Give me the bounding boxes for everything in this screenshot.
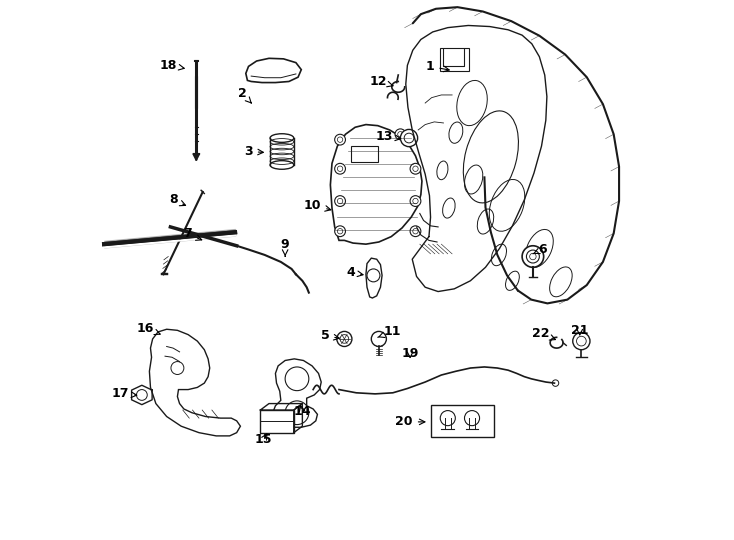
Text: 10: 10 xyxy=(304,199,331,212)
Bar xyxy=(351,146,378,163)
Text: 21: 21 xyxy=(571,324,589,337)
Text: 8: 8 xyxy=(169,193,186,206)
Text: 6: 6 xyxy=(533,243,547,256)
Text: 11: 11 xyxy=(378,326,401,339)
Circle shape xyxy=(410,164,421,174)
Bar xyxy=(261,410,294,433)
Bar xyxy=(195,76,197,109)
Ellipse shape xyxy=(270,161,294,169)
Text: 1: 1 xyxy=(426,60,449,73)
Circle shape xyxy=(410,226,421,237)
Text: 20: 20 xyxy=(396,415,425,428)
Text: 5: 5 xyxy=(321,329,339,342)
Circle shape xyxy=(371,332,386,347)
Circle shape xyxy=(395,129,406,140)
Bar xyxy=(431,404,494,437)
Circle shape xyxy=(337,332,352,347)
Circle shape xyxy=(522,246,544,267)
Text: 7: 7 xyxy=(184,227,202,240)
Bar xyxy=(440,48,469,71)
Text: 22: 22 xyxy=(531,327,556,340)
Text: 12: 12 xyxy=(370,75,393,88)
Circle shape xyxy=(335,226,346,237)
Text: 19: 19 xyxy=(401,347,419,360)
Text: 13: 13 xyxy=(376,130,401,143)
Text: 14: 14 xyxy=(293,404,310,417)
Circle shape xyxy=(335,164,346,174)
Text: 3: 3 xyxy=(244,145,264,158)
Circle shape xyxy=(335,134,346,145)
Text: 18: 18 xyxy=(160,59,184,72)
Ellipse shape xyxy=(270,134,294,143)
Circle shape xyxy=(573,333,590,350)
Circle shape xyxy=(400,130,418,147)
Circle shape xyxy=(410,195,421,206)
Text: 4: 4 xyxy=(346,266,363,279)
Text: 16: 16 xyxy=(137,322,160,335)
Text: 15: 15 xyxy=(255,433,272,446)
Text: 17: 17 xyxy=(112,387,137,400)
Text: 9: 9 xyxy=(281,238,289,256)
Text: 2: 2 xyxy=(238,87,251,103)
Circle shape xyxy=(335,195,346,206)
